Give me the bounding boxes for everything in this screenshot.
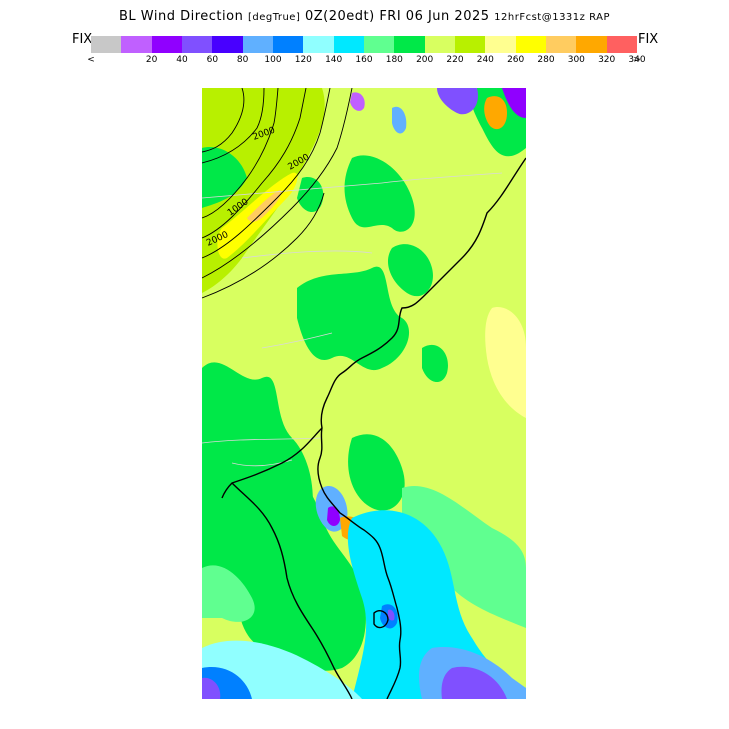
colorbar-tick-label: 180 — [385, 55, 403, 65]
colorbar-tick-label: 160 — [355, 55, 373, 65]
colorbar-tick-label: 340 — [628, 55, 646, 65]
colorbar-fix-left: FIX — [72, 32, 93, 47]
contour-line-6 — [202, 88, 265, 164]
colorbar-swatch-11 — [424, 36, 455, 53]
contour-line-4 — [202, 88, 279, 219]
contour-line-5 — [202, 192, 325, 299]
border-line-2 — [241, 250, 373, 259]
field-green-northwest — [202, 147, 247, 208]
colorbar-tick-label: 320 — [598, 55, 616, 65]
field-midgreen-east — [402, 486, 526, 628]
contour-line-3 — [202, 88, 307, 239]
colorbar-tick-less: < — [87, 55, 95, 65]
colorbar-tick-label: 220 — [446, 55, 464, 65]
colorbar — [91, 36, 637, 53]
colorbar-tick-label: 80 — [236, 55, 249, 65]
field-green-central — [297, 266, 410, 371]
colorbar-tick-label: 200 — [416, 55, 434, 65]
contour-line-1 — [202, 88, 353, 279]
field-orange-northeast — [484, 96, 507, 130]
field-green-patches — [297, 177, 448, 383]
colorbar-swatch-6 — [272, 36, 304, 53]
colorbar-swatch-2 — [151, 36, 182, 53]
colorbar-tick-label: 260 — [507, 55, 525, 65]
field-paleyellow-east — [485, 307, 526, 418]
contour-line-7 — [202, 88, 245, 153]
field-violet-southeast — [441, 666, 507, 699]
field-violet-northeast — [437, 88, 478, 115]
colorbar-tick-label: 280 — [537, 55, 555, 65]
contour-line-2 — [202, 88, 331, 259]
colorbar-swatch-1 — [121, 36, 152, 53]
field-violet-keys — [387, 609, 395, 621]
state-borders — [202, 172, 503, 467]
colorbar-tick-label: 120 — [294, 55, 312, 65]
coastline-gulf — [221, 427, 323, 499]
colorbar-tick-label: 100 — [264, 55, 282, 65]
colorbar-swatch-16 — [576, 36, 607, 53]
colorbar-tick-greater: > — [633, 55, 641, 65]
field-lavender-north — [350, 92, 365, 111]
field-midgreen-west — [202, 565, 255, 622]
colorbar-swatch-0 — [91, 36, 122, 53]
colorbar-swatch-8 — [333, 36, 364, 53]
border-line-5 — [231, 459, 293, 467]
title-main: BL Wind Direction — [118, 9, 244, 24]
border-line-3 — [261, 332, 333, 349]
colorbar-swatch-9 — [363, 36, 395, 53]
field-orange-ridge — [247, 190, 282, 222]
colorbar-swatch-3 — [181, 36, 213, 53]
colorbar-fix-right: FIX — [638, 32, 659, 47]
colorbar-swatch-12 — [454, 36, 486, 53]
colorbar-swatch-5 — [242, 36, 273, 53]
border-line-4 — [202, 437, 323, 444]
coastline — [317, 157, 526, 699]
chart-title: BL Wind Direction [degTrue] 0Z(20edt) FR… — [0, 9, 729, 24]
colorbar-tick-label: 40 — [176, 55, 188, 65]
field-violet-southwest — [202, 677, 221, 699]
colorbar-tick-label: 140 — [325, 55, 343, 65]
colorbar-swatch-15 — [545, 36, 577, 53]
colorbar-swatch-10 — [394, 36, 425, 53]
title-forecast: 12hrFcst@1331z RAP — [494, 12, 611, 23]
colorbar-swatch-4 — [212, 36, 243, 53]
colorbar-tick-label: 300 — [567, 55, 585, 65]
field-green-south — [238, 466, 366, 671]
field-purple-pocket — [327, 506, 340, 526]
field-purple-northeast — [502, 88, 526, 118]
wind-direction-map: 2000 2000 1000 2000 — [202, 88, 526, 699]
colorbar-swatch-14 — [515, 36, 546, 53]
field-cyan-plume — [347, 510, 526, 699]
colorbar-swatch-13 — [485, 36, 516, 53]
colorbar-ticks: < > 20 40 60 80 100 120 140 160 180 200 220 240 260 2… — [87, 55, 645, 67]
colorbar-tick-label: 60 — [206, 55, 219, 65]
field-blue-north — [392, 106, 407, 134]
border-line-1 — [202, 172, 503, 199]
field-green-north — [344, 155, 415, 232]
colorbar-tick-label: 240 — [476, 55, 494, 65]
title-valid-time: 0Z(20edt) FRI 06 Jun 2025 — [304, 9, 490, 24]
colorbar-swatch-7 — [303, 36, 334, 53]
title-units: [degTrue] — [247, 12, 301, 23]
lake-okeechobee — [373, 610, 389, 629]
field-green-florida-east — [348, 434, 405, 511]
colorbar-tick-label: 20 — [145, 55, 158, 65]
coastline-west-florida — [231, 482, 353, 699]
contours — [202, 88, 353, 299]
colorbar-swatch-17 — [606, 36, 637, 53]
